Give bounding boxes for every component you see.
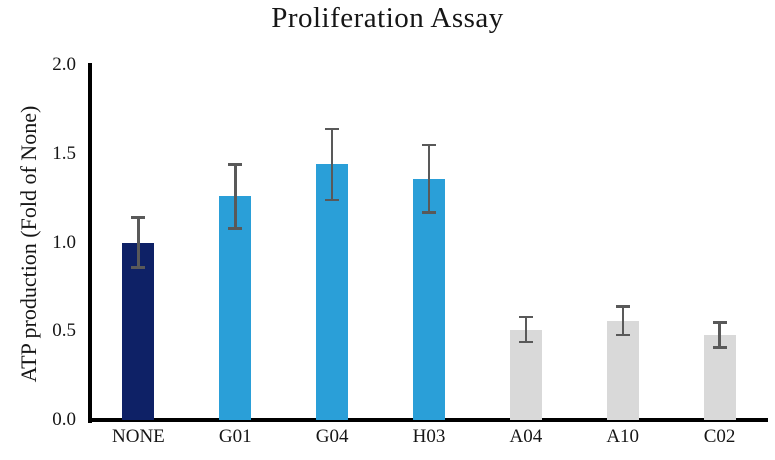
error-cap-top-C02 xyxy=(712,321,727,324)
error-cap-top-G01 xyxy=(228,163,243,166)
error-bar-C02 xyxy=(718,322,721,348)
error-bar-H03 xyxy=(427,144,431,213)
x-tick-label-A10: A10 xyxy=(606,426,640,447)
error-bar-A04 xyxy=(524,317,528,342)
plot-area xyxy=(88,63,768,423)
x-tick-label-A04: A04 xyxy=(509,426,543,447)
error-bar-G01 xyxy=(234,164,237,229)
error-cap-bottom-H03 xyxy=(422,211,436,214)
error-cap-top-A10 xyxy=(615,305,630,308)
error-cap-bottom-NONE xyxy=(131,266,146,269)
bar-H03 xyxy=(413,178,445,420)
error-cap-top-H03 xyxy=(422,143,436,147)
error-cap-top-NONE xyxy=(131,216,146,219)
y-tick-label-1.5: 1.5 xyxy=(52,142,76,164)
x-tick-label-H03: H03 xyxy=(412,426,446,447)
error-bar-A10 xyxy=(621,306,624,335)
error-bar-NONE xyxy=(137,217,140,268)
x-tick-label-G04: G04 xyxy=(315,426,349,447)
chart-title: Proliferation Assay xyxy=(271,2,504,34)
error-cap-top-G04 xyxy=(325,127,340,131)
x-tick-label-G01: G01 xyxy=(218,426,252,447)
bar-A04 xyxy=(509,329,542,420)
bar-A10 xyxy=(606,320,639,420)
x-tick-label-C02: C02 xyxy=(703,426,736,447)
error-bar-G04 xyxy=(330,128,334,200)
bar-G01 xyxy=(219,196,252,420)
error-cap-top-A04 xyxy=(518,315,533,319)
y-axis-line xyxy=(88,63,92,423)
x-tick-label-NONE: NONE xyxy=(112,426,165,447)
y-tick-label-2.0: 2.0 xyxy=(52,54,76,75)
x-axis-line xyxy=(88,418,768,422)
y-tick-label-0.5: 0.5 xyxy=(52,320,76,342)
error-cap-bottom-A10 xyxy=(615,333,630,336)
y-tick-label-1.0: 1.0 xyxy=(52,231,76,253)
bar-G04 xyxy=(316,164,349,420)
bar-NONE xyxy=(122,242,155,420)
error-cap-bottom-G01 xyxy=(228,227,243,230)
y-tick-label-0.0: 0.0 xyxy=(52,409,76,430)
error-cap-bottom-C02 xyxy=(712,346,727,349)
error-cap-bottom-A04 xyxy=(518,340,533,344)
bar-C02 xyxy=(703,334,736,420)
error-cap-bottom-G04 xyxy=(325,198,340,202)
